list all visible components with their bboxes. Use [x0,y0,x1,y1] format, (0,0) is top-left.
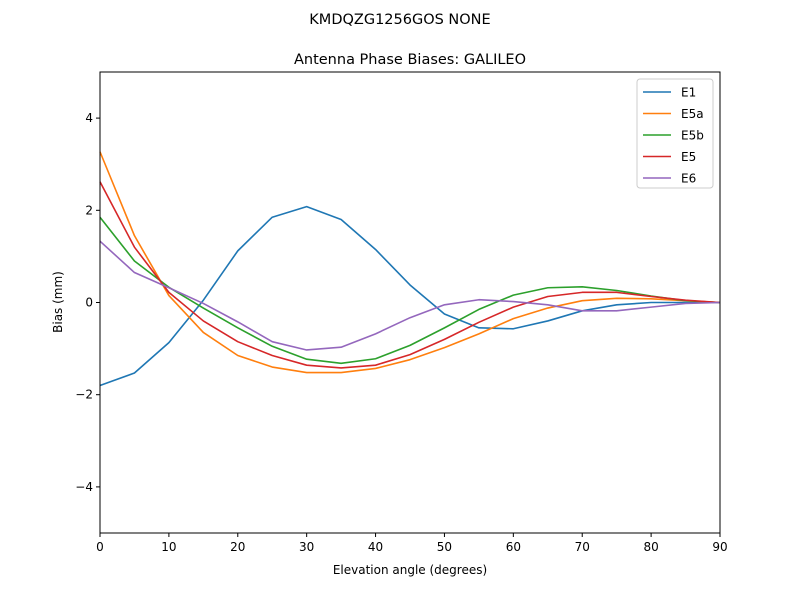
series-line-e5 [99,181,721,369]
legend-label-e5b: E5b [681,129,704,143]
x-axis-label: Elevation angle (degrees) [333,563,487,577]
x-tick-label: 30 [299,540,314,554]
y-tick-label: −2 [75,388,93,402]
legend: E1 E5a E5b E5 E6 [636,78,714,189]
series-line-e5a [99,151,721,374]
x-tick-label: 90 [712,540,727,554]
legend-label-e1: E1 [681,86,696,100]
x-tick-label: 70 [575,540,590,554]
legend-label-e5: E5 [681,150,696,164]
x-tick-label: 80 [643,540,658,554]
legend-label-e6: E6 [681,172,696,186]
y-tick-label: 2 [85,203,93,217]
chart-suptitle: KMDQZG1256GOS NONE [309,12,490,28]
x-tick-label: 40 [368,540,383,554]
x-tick-label: 20 [230,540,245,554]
series-line-e1 [99,205,720,387]
series-line-e6 [99,240,721,351]
legend-label-e5a: E5a [681,107,704,121]
x-tick-label: 60 [506,540,521,554]
x-tick-label: 50 [437,540,452,554]
y-axis-label: Bias (mm) [51,271,65,333]
y-tick-label: 4 [85,111,93,125]
chart-title: Antenna Phase Biases: GALILEO [294,52,526,68]
series-line-e5b [99,216,721,365]
x-tick-label: 10 [161,540,176,554]
y-tick-label: 0 [85,296,93,310]
y-tick-label: −4 [75,480,93,494]
x-tick-label: 0 [96,540,104,554]
legend-box [636,78,714,189]
